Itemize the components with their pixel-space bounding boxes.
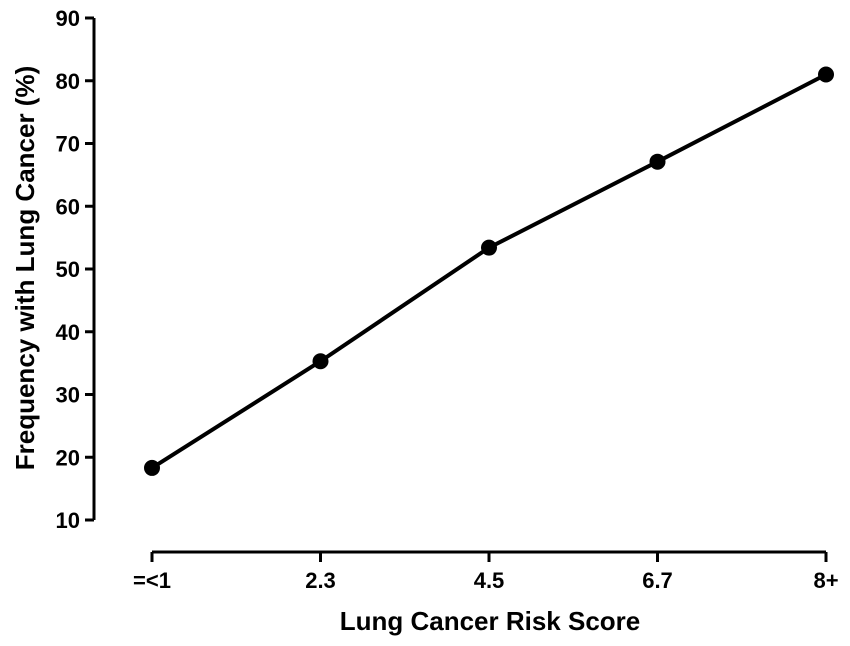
x-tick-label: 2.3 bbox=[305, 568, 336, 593]
series-line bbox=[150, 72, 827, 470]
axes: 10 20 30 40 50 60 70 80 90 =<1 2.3 4.5 6.7 8+ bbox=[56, 6, 839, 593]
series-layer bbox=[144, 66, 834, 476]
data-point bbox=[481, 239, 497, 256]
y-tick-label: 30 bbox=[56, 383, 80, 408]
y-tick-label: 80 bbox=[56, 69, 80, 94]
data-point bbox=[144, 459, 160, 476]
y-tick-label: 40 bbox=[56, 320, 80, 345]
y-tick-label: 70 bbox=[56, 132, 80, 157]
x-axis-title: Lung Cancer Risk Score bbox=[340, 606, 641, 636]
data-point bbox=[649, 153, 666, 170]
data-point bbox=[312, 353, 329, 370]
x-tick-label: 8+ bbox=[813, 568, 838, 593]
y-tick-label: 20 bbox=[56, 445, 80, 470]
y-tick-label: 60 bbox=[56, 194, 80, 219]
y-tick-label: 50 bbox=[56, 257, 80, 282]
x-tick-label: 4.5 bbox=[474, 568, 505, 593]
y-axis-title: Frequency with Lung Cancer (%) bbox=[10, 66, 40, 471]
data-point bbox=[818, 66, 834, 83]
y-tick-label: 10 bbox=[56, 508, 80, 533]
y-tick-label: 90 bbox=[56, 6, 80, 31]
x-tick-label: 6.7 bbox=[642, 568, 673, 593]
x-tick-label: =<1 bbox=[133, 568, 171, 593]
